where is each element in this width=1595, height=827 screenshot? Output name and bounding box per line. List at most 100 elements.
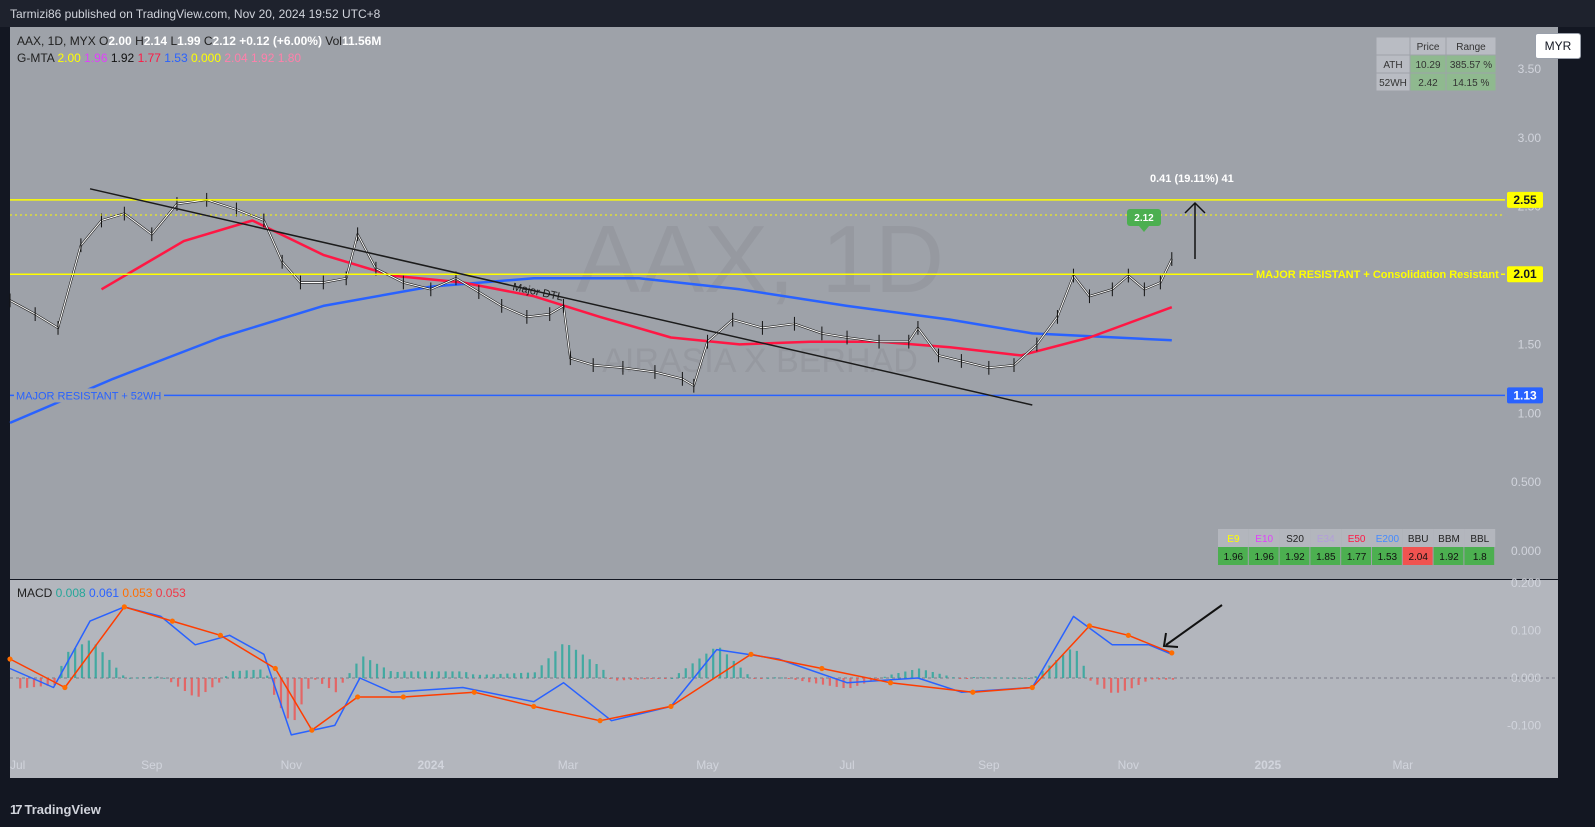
macd-histogram-bar: [1048, 665, 1051, 678]
macd-histogram-bar: [705, 653, 708, 678]
ma-value-cell: [1248, 547, 1279, 565]
ma-header-text: BBM: [1438, 534, 1460, 545]
symbol-legend[interactable]: AAX, 1D, MYX O2.00 H2.14 L1.99 C2.12 +0.…: [17, 34, 381, 48]
price-tick-label: 3.00: [1518, 131, 1542, 145]
macd-histogram-bar: [746, 674, 749, 678]
ma-value-cell: [1402, 547, 1433, 565]
macd-histogram-bar: [842, 678, 845, 689]
legend-ohlc-value: +0.12 (+6.00%): [239, 34, 325, 48]
cross-marker: [531, 703, 537, 710]
macd-histogram-bar: [67, 651, 70, 678]
macd-histogram-bar: [218, 678, 221, 683]
annotation-layer: 2.55 2.01 1.13 MAJOR RESISTANT + Consolidat…: [10, 173, 1543, 648]
indicator-legend[interactable]: G-MTA 2.00 1.96 1.92 1.77 1.53 0.000 2.0…: [17, 51, 301, 65]
macd-histogram-bar: [170, 678, 173, 683]
price-layer: [9, 192, 1173, 425]
macd-histogram-bar: [224, 676, 228, 678]
price-pane[interactable]: [10, 27, 1558, 579]
cross-marker: [819, 665, 825, 672]
macd-histogram-bar: [197, 678, 200, 697]
macd-histogram-bar: [156, 676, 159, 678]
legend-symbol: AAX, 1D, MYX: [17, 34, 99, 48]
ma-value-cell: [1218, 547, 1248, 565]
macd-histogram-bar: [1103, 678, 1106, 689]
macd-histogram-bar: [801, 678, 804, 682]
indicator-value: 1.92: [251, 51, 278, 65]
ma-header-text: BBL: [1470, 534, 1489, 545]
macd-histogram-bar: [430, 671, 434, 678]
macd-histogram-bar: [1130, 678, 1133, 689]
ma-header-cell: [1433, 529, 1465, 547]
macd-histogram-bar: [1096, 678, 1099, 685]
resistant-label-bg: [1253, 267, 1501, 282]
indicator-value: 1.53: [164, 51, 191, 65]
time-tick-label: Jul: [839, 758, 854, 772]
macd-histogram-bar: [588, 659, 591, 678]
chart-canvas[interactable]: AAX, 1D AIRASIA X BERHAD 3.503.002.502.0…: [0, 27, 1595, 791]
ma-header-text: E34: [1317, 534, 1335, 545]
macd-histogram-bar: [1123, 678, 1126, 691]
macd-histogram-bar: [238, 670, 241, 678]
stats-header-cell: [1375, 36, 1411, 56]
ma-header-cell: [1248, 529, 1280, 547]
macd-histogram-bar: [293, 678, 296, 721]
tradingview-logo[interactable]: 17 TradingView: [10, 802, 101, 817]
macd-histogram-bar: [437, 671, 440, 678]
macd-histogram-bar: [506, 673, 509, 678]
ma-header-cell: [1218, 529, 1249, 547]
macd-histogram-bar: [1075, 650, 1078, 678]
legend-ohlc-value: 11.56M: [342, 34, 381, 48]
support-label: MAJOR RESISTANT + 52WH: [16, 390, 161, 402]
macd-histogram-bar: [369, 660, 372, 678]
macd-histogram-bar: [904, 671, 907, 678]
macd-legend[interactable]: MACD 0.008 0.061 0.053 0.053: [17, 586, 186, 600]
legend-layer: AAX, 1D, MYX O2.00 H2.14 L1.99 C2.12 +0.…: [17, 34, 381, 600]
macd-histogram-bar: [526, 672, 530, 678]
ma-header-cell: [1310, 529, 1342, 547]
time-tick-label: Sep: [141, 758, 163, 772]
major-dtl-trendline[interactable]: [89, 188, 1033, 406]
publisher-text: Tarmizi86 published on TradingView.com, …: [10, 7, 381, 21]
macd-histogram-bar: [128, 677, 132, 679]
ma-value-text: 1.92: [1285, 552, 1305, 563]
macd-value: 0.053: [156, 586, 186, 600]
cross-marker: [309, 727, 315, 733]
stats-cell: [1445, 72, 1497, 92]
macd-histogram-bar: [574, 649, 578, 678]
macd-histogram-bar: [334, 678, 337, 693]
level-tag-113-text: 1.13: [1513, 388, 1537, 402]
e50-line: [100, 219, 1173, 357]
ma-header-text: E9: [1227, 534, 1240, 545]
publisher-bar: Tarmizi86 published on TradingView.com, …: [0, 0, 1595, 27]
cross-marker: [272, 665, 278, 672]
macd-histogram-bar: [1068, 649, 1072, 678]
macd-histogram-bar: [808, 678, 811, 683]
macd-histogram-bar: [300, 678, 303, 705]
macd-histogram-bar: [959, 678, 962, 679]
cross-marker: [62, 684, 68, 691]
macd-histogram-bar: [1062, 654, 1065, 678]
legend-ohlc-key: Vol: [325, 34, 342, 48]
macd-histogram-bar: [890, 674, 893, 678]
ma-value-cell: [1310, 547, 1341, 565]
macd-histogram-bar: [1034, 676, 1037, 678]
macd-histogram-bar: [993, 677, 996, 679]
macd-histogram-bar: [1082, 665, 1085, 678]
ma-header-cell: [1279, 529, 1311, 547]
macd-histogram-bar: [46, 678, 49, 686]
macd-histogram-bar: [115, 667, 118, 678]
currency-button[interactable]: MYR: [1535, 33, 1581, 59]
macd-histogram-bar: [163, 677, 166, 679]
time-tick-label: Mar: [1392, 758, 1413, 772]
tv-logo-icon: 17: [10, 802, 23, 817]
macd-histogram-bar: [87, 640, 90, 678]
cross-marker: [597, 718, 603, 724]
time-tick-label: May: [696, 758, 719, 772]
macd-histogram-bar: [561, 644, 564, 678]
macd-histogram-bar: [718, 647, 722, 678]
macd-histogram-bar: [1027, 677, 1030, 679]
macd-histogram-bar: [190, 678, 193, 696]
legend-ohlc-value: 2.12: [213, 34, 240, 48]
macd-histogram-bar: [451, 671, 454, 678]
macd-pane[interactable]: [10, 580, 1558, 778]
